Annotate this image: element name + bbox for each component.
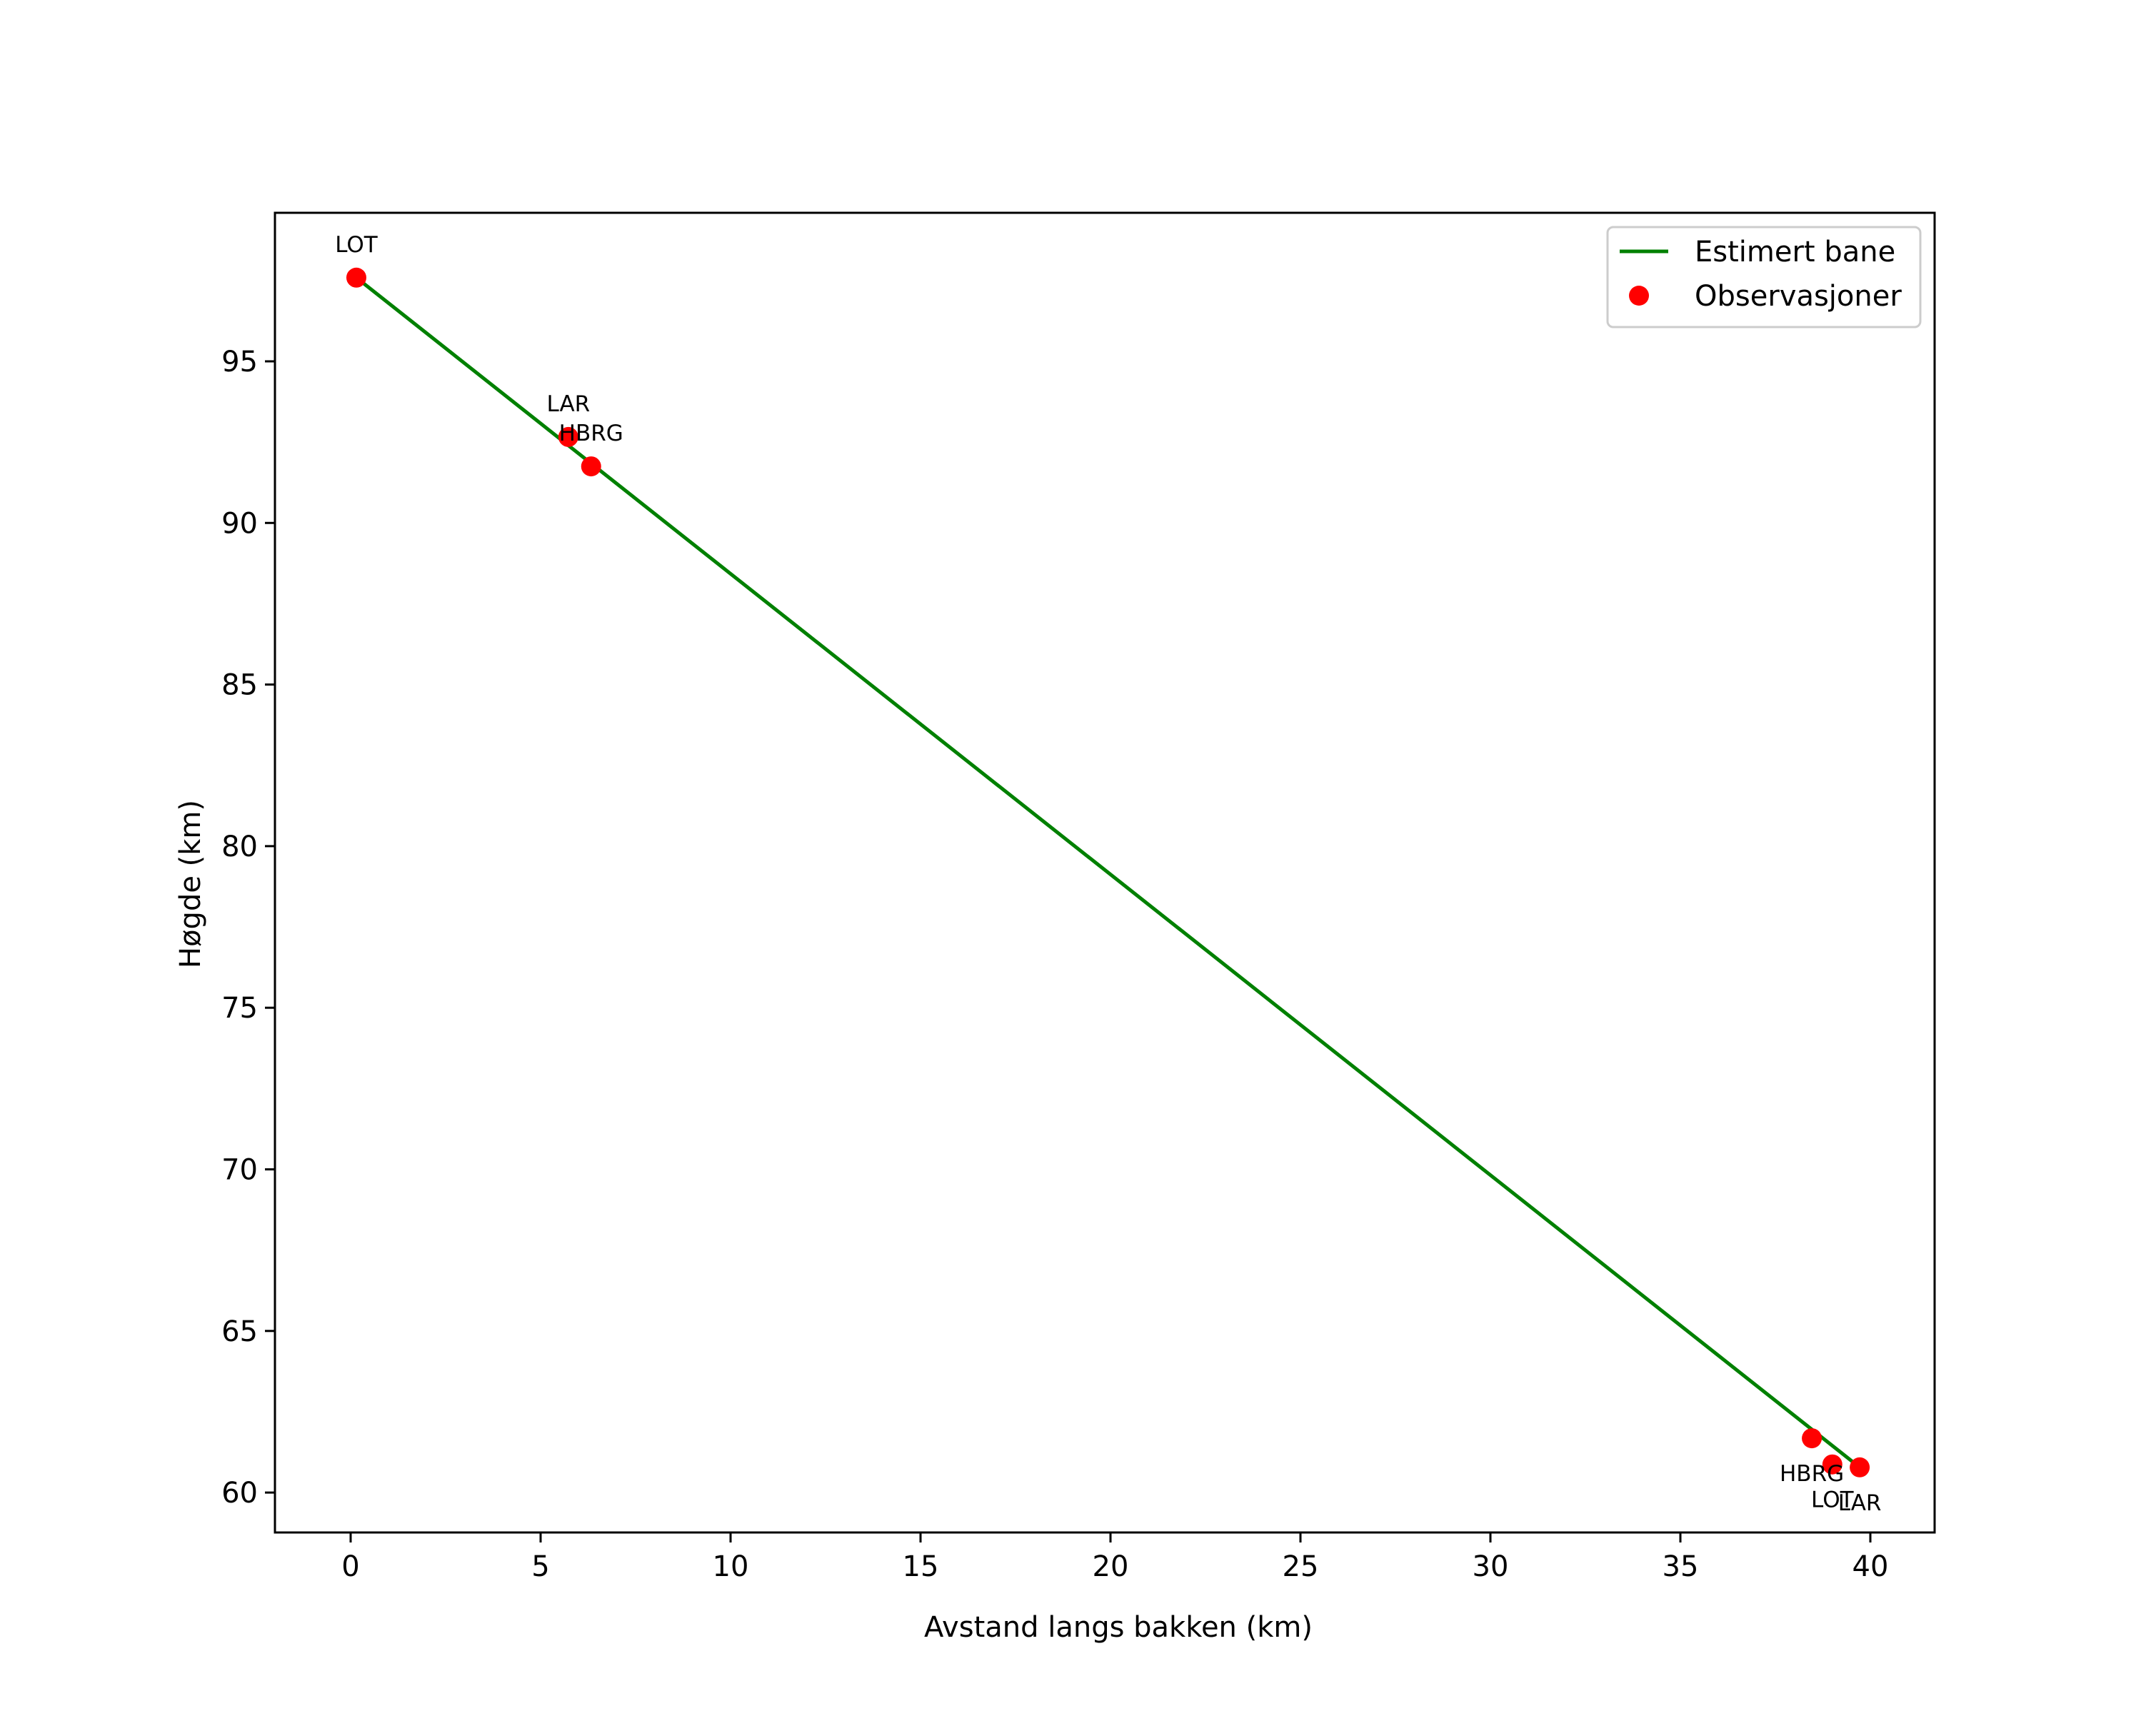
legend-label-observasjoner: Observasjoner bbox=[1695, 280, 1902, 313]
observation-point bbox=[581, 456, 601, 477]
x-tick-label: 40 bbox=[1852, 1550, 1889, 1583]
axes-frame bbox=[274, 211, 1936, 1534]
observation-point bbox=[558, 426, 578, 447]
x-tick-label: 30 bbox=[1473, 1550, 1509, 1583]
station-label: LOT bbox=[335, 232, 378, 258]
y-tick-label: 80 bbox=[221, 831, 258, 863]
x-tick-label: 25 bbox=[1283, 1550, 1319, 1583]
observation-point bbox=[346, 267, 366, 288]
estimated-path-line bbox=[355, 276, 1861, 1469]
y-tick-label: 70 bbox=[221, 1154, 258, 1187]
x-tick-label: 15 bbox=[903, 1550, 939, 1583]
x-tick-label: 35 bbox=[1663, 1550, 1699, 1583]
observation-point bbox=[1850, 1457, 1870, 1477]
station-label: LOT bbox=[1811, 1487, 1855, 1513]
station-label: LAR bbox=[1838, 1490, 1882, 1516]
y-tick-label: 95 bbox=[221, 346, 258, 378]
legend-label-estimert-bane: Estimert bane bbox=[1695, 236, 1895, 269]
legend-dot-icon bbox=[1629, 286, 1649, 306]
y-tick-label: 85 bbox=[221, 669, 258, 702]
station-label: HBRG bbox=[1780, 1461, 1844, 1487]
station-label: LAR bbox=[546, 391, 590, 417]
station-label: HBRG bbox=[559, 421, 623, 446]
observation-point bbox=[1822, 1454, 1842, 1475]
x-tick-label: 0 bbox=[341, 1550, 359, 1583]
y-axis-ticks: 60 65 70 75 80 85 90 95 bbox=[221, 346, 275, 1510]
y-tick-label: 75 bbox=[221, 992, 258, 1025]
y-tick-label: 60 bbox=[221, 1477, 258, 1510]
y-axis-label: Høgde (km) bbox=[174, 800, 207, 968]
x-tick-label: 5 bbox=[531, 1550, 549, 1583]
legend-box bbox=[1606, 226, 1922, 328]
y-tick-label: 90 bbox=[221, 507, 258, 540]
x-tick-label: 10 bbox=[713, 1550, 749, 1583]
legend: Estimert bane Observasjoner bbox=[1606, 226, 1922, 328]
x-axis-label: Avstand langs bakken (km) bbox=[924, 1611, 1313, 1644]
x-axis-ticks: 0 5 10 15 20 25 30 35 40 bbox=[341, 1532, 1888, 1583]
y-tick-label: 65 bbox=[221, 1315, 258, 1348]
x-tick-label: 20 bbox=[1093, 1550, 1129, 1583]
observation-point bbox=[1802, 1428, 1822, 1449]
